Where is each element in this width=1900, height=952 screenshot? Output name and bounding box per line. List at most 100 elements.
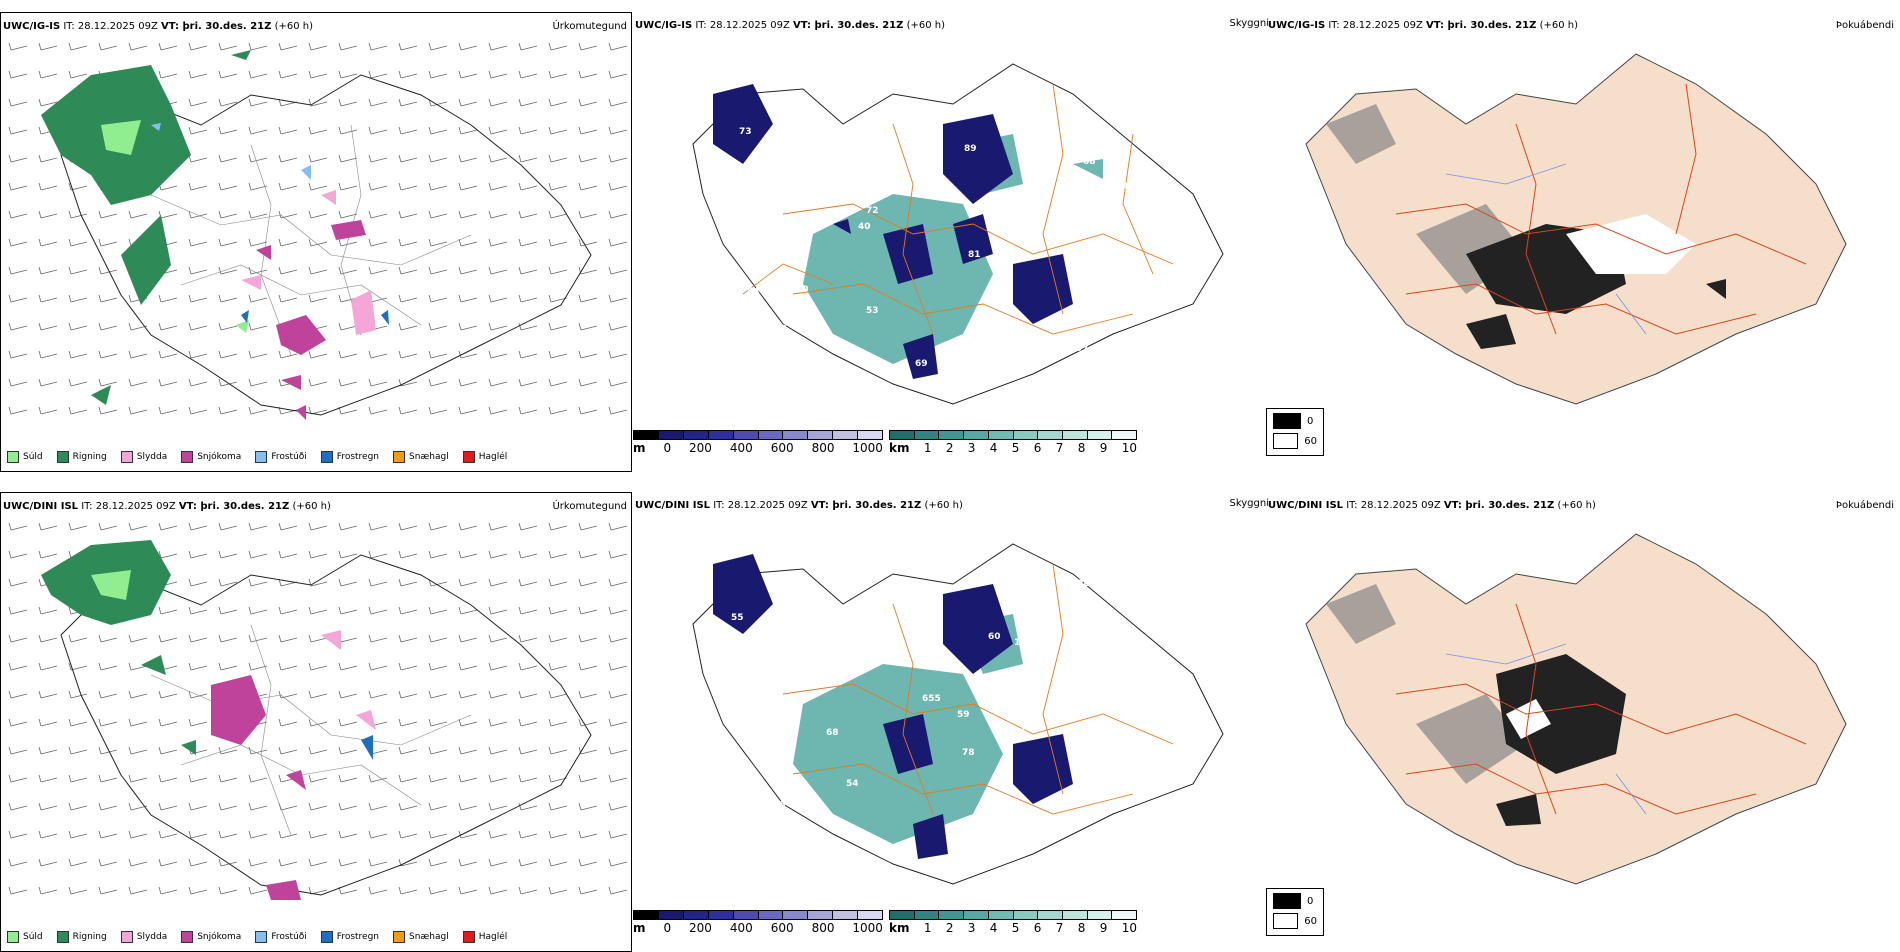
colorbar-segment bbox=[1087, 431, 1113, 439]
wind-barb bbox=[38, 210, 58, 219]
wind-barb bbox=[488, 154, 508, 163]
wind-barb bbox=[278, 266, 298, 275]
cloud-base-colorbar: m 0 200 400 600 800 1000 bbox=[633, 430, 883, 455]
wind-barb bbox=[368, 662, 388, 671]
wind-barb bbox=[248, 746, 268, 755]
wind-barb bbox=[368, 378, 388, 387]
wind-barb bbox=[218, 550, 238, 559]
cloud-base-label: 40 bbox=[754, 348, 767, 358]
wind-barb bbox=[8, 406, 28, 415]
wind-barb bbox=[548, 266, 568, 275]
wind-barb bbox=[398, 802, 418, 811]
wind-barb bbox=[8, 886, 28, 895]
legend-swatch bbox=[320, 931, 333, 943]
wind-barb bbox=[608, 802, 628, 811]
wind-barb bbox=[38, 550, 58, 559]
wind-barb bbox=[68, 690, 88, 699]
colorbar-segment bbox=[1112, 911, 1137, 919]
cloud-base-label: 97 bbox=[1076, 344, 1089, 354]
colorbar-segment bbox=[658, 431, 684, 439]
cloud-base-label: 183 bbox=[869, 130, 888, 140]
wind-barb bbox=[188, 774, 208, 783]
wind-barb bbox=[578, 238, 598, 247]
colorbar-segment bbox=[708, 431, 734, 439]
wind-barb bbox=[8, 550, 28, 559]
wind-barb bbox=[8, 154, 28, 163]
wind-barb bbox=[338, 42, 358, 51]
wind-barb bbox=[368, 210, 388, 219]
wind-barb bbox=[518, 266, 538, 275]
wind-barb bbox=[578, 42, 598, 51]
colorbar-segment bbox=[914, 431, 940, 439]
wind-barb bbox=[308, 690, 328, 699]
wind-barb bbox=[608, 70, 628, 79]
wind-barb bbox=[218, 182, 238, 191]
wind-barb bbox=[518, 42, 538, 51]
wind-barb bbox=[308, 378, 328, 387]
colorbar-segment bbox=[1013, 431, 1039, 439]
wind-barb bbox=[338, 238, 358, 247]
wind-barb bbox=[338, 690, 358, 699]
wind-barb bbox=[488, 830, 508, 839]
wind-barb bbox=[458, 70, 478, 79]
wind-barb bbox=[38, 238, 58, 247]
colorbar-segment bbox=[988, 911, 1014, 919]
wind-barb bbox=[428, 522, 448, 531]
wind-barb bbox=[38, 886, 58, 895]
wind-barb bbox=[308, 238, 328, 247]
legend-swatch bbox=[7, 931, 19, 943]
wind-barb bbox=[68, 746, 88, 755]
wind-barb bbox=[8, 266, 28, 275]
colorbar-segment bbox=[733, 431, 759, 439]
wind-barb bbox=[158, 802, 178, 811]
colorbar-segment bbox=[890, 431, 915, 439]
wind-barb bbox=[248, 802, 268, 811]
legend-swatch bbox=[393, 931, 406, 943]
cloud-base-label: 97 bbox=[1122, 751, 1135, 761]
wind-barb bbox=[518, 182, 538, 191]
panel-header: UWC/IG-IS IT: 28.12.2025 09Z VT: þri. 30… bbox=[635, 20, 945, 31]
wind-barb bbox=[98, 522, 118, 531]
wind-barb bbox=[218, 406, 238, 415]
cloud-base-label: 89 bbox=[964, 144, 977, 154]
wind-barb bbox=[608, 522, 628, 531]
wind-barb bbox=[38, 858, 58, 867]
legend-swatch bbox=[255, 451, 268, 463]
legend-item: Slydda bbox=[120, 451, 167, 463]
wind-barb bbox=[608, 294, 628, 303]
wind-barb bbox=[578, 634, 598, 643]
wind-barb bbox=[158, 606, 178, 615]
wind-barb bbox=[308, 70, 328, 79]
wind-barb bbox=[248, 578, 268, 587]
wind-barb bbox=[488, 70, 508, 79]
wind-barb bbox=[308, 550, 328, 559]
colorbar-segment bbox=[964, 431, 989, 439]
wind-barb bbox=[578, 70, 598, 79]
wind-barb bbox=[518, 718, 538, 727]
wind-barb bbox=[188, 154, 208, 163]
wind-barb bbox=[8, 746, 28, 755]
wind-barb bbox=[8, 70, 28, 79]
legend-item: Frostúði bbox=[255, 931, 307, 943]
wind-barb bbox=[308, 294, 328, 303]
colorbar-segment bbox=[858, 431, 883, 439]
wind-barb bbox=[68, 322, 88, 331]
wind-barb bbox=[578, 522, 598, 531]
fog-legend: 0 60 bbox=[1266, 888, 1324, 936]
wind-barb bbox=[578, 378, 598, 387]
wind-barb bbox=[248, 522, 268, 531]
wind-barb bbox=[398, 830, 418, 839]
legend-swatch bbox=[56, 451, 69, 463]
wind-barb bbox=[338, 182, 358, 191]
wind-barb bbox=[98, 774, 118, 783]
wind-barb bbox=[68, 634, 88, 643]
wind-barb bbox=[68, 830, 88, 839]
wind-barb bbox=[308, 802, 328, 811]
wind-barb bbox=[278, 830, 298, 839]
wind-barb bbox=[68, 858, 88, 867]
wind-barb bbox=[158, 634, 178, 643]
wind-barb bbox=[218, 266, 238, 275]
wind-barb bbox=[608, 718, 628, 727]
wind-barb bbox=[218, 802, 238, 811]
wind-barb bbox=[488, 550, 508, 559]
